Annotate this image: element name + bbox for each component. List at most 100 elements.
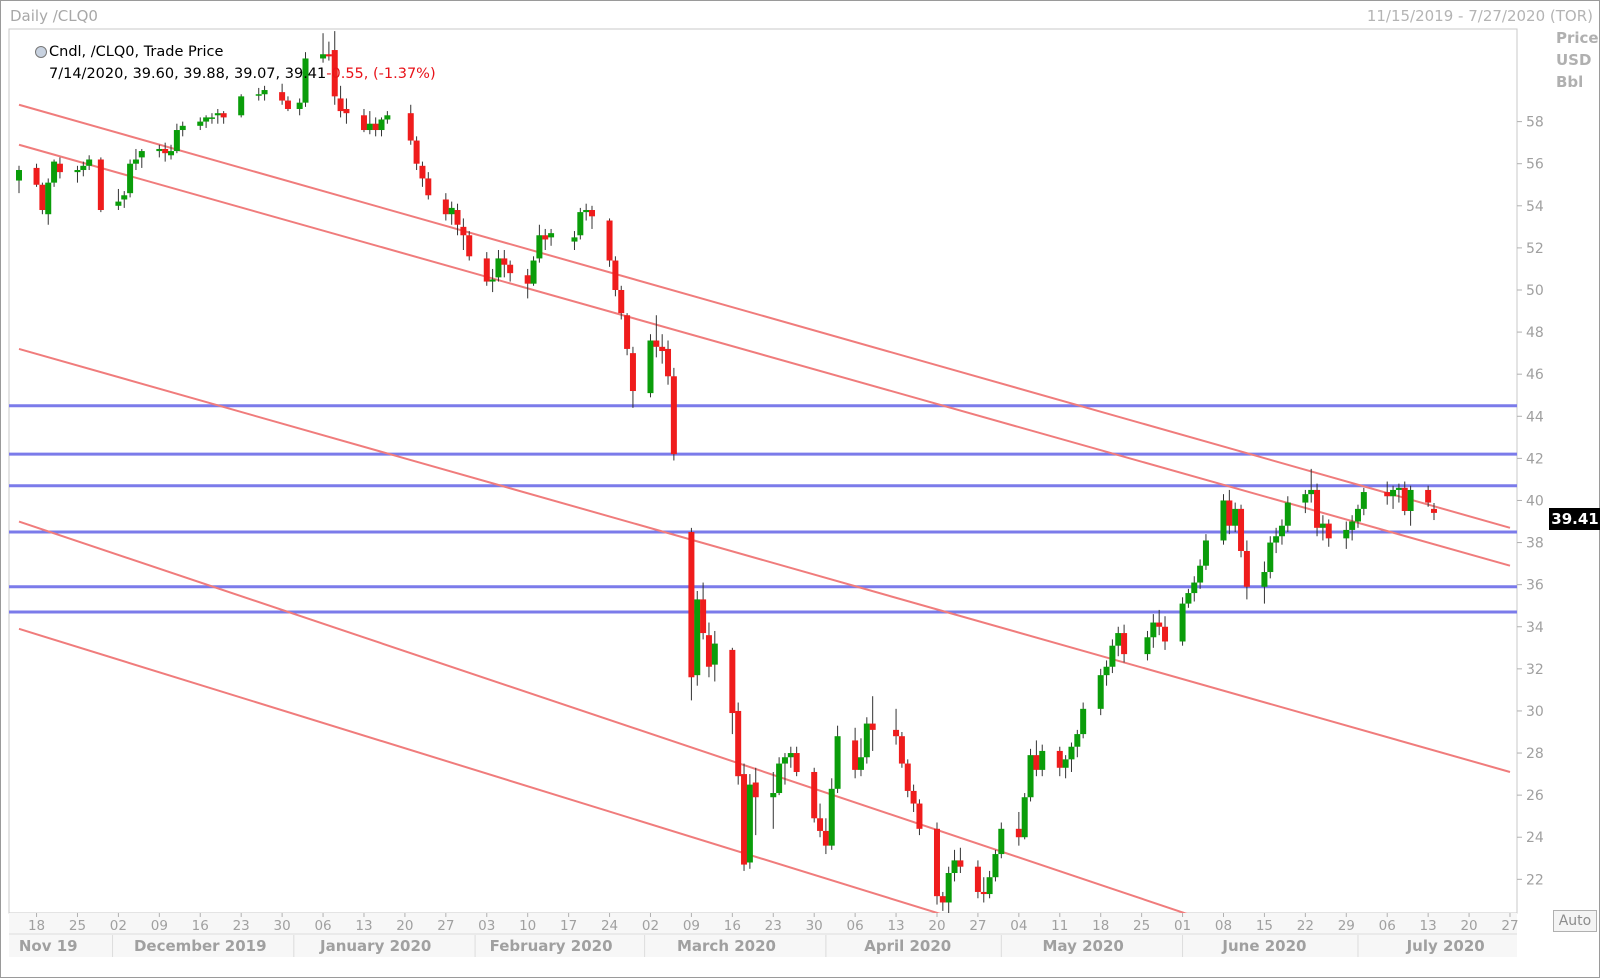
candle (179, 121, 186, 137)
candle-body (653, 340, 660, 347)
candle-body (384, 115, 391, 120)
candle (1150, 614, 1157, 648)
candle-body (1390, 489, 1397, 497)
candle (524, 268, 531, 299)
candle (1062, 755, 1069, 779)
auto-scale-button[interactable]: Auto (1553, 910, 1597, 932)
candle (1097, 668, 1104, 716)
candle-body (606, 220, 613, 261)
candle-body (1384, 492, 1391, 497)
candle-body (74, 170, 81, 173)
candle (904, 759, 911, 798)
y-tick-label: 24 (1526, 830, 1544, 846)
candle-body (980, 891, 987, 895)
candle-body (331, 50, 338, 97)
candle (197, 117, 204, 131)
candle-body (1354, 508, 1361, 522)
candle-body (1226, 500, 1233, 526)
candle (729, 647, 736, 735)
candle-body (787, 753, 794, 758)
candle (1027, 748, 1034, 802)
candle-body (214, 113, 221, 116)
candle-body (583, 210, 590, 213)
y-tick-label: 42 (1526, 451, 1544, 467)
candle-body (1179, 603, 1186, 642)
candle-body (442, 199, 449, 215)
y-tick-label: 22 (1526, 872, 1544, 888)
candle (1325, 519, 1332, 547)
candle-body (156, 148, 163, 152)
candle-body (629, 353, 636, 392)
plot-area (8, 28, 1518, 914)
candle-body (238, 96, 245, 116)
candle (1179, 597, 1186, 646)
candle (939, 891, 946, 911)
candle (781, 753, 788, 785)
y-tick-label: 58 (1526, 115, 1544, 131)
candle-body (1395, 487, 1402, 490)
candle-body (337, 98, 344, 112)
candle (1226, 489, 1233, 535)
candle-body (571, 237, 578, 242)
candle (852, 727, 859, 779)
x-day-label: 13 (1420, 918, 1437, 934)
candle-body (536, 235, 543, 259)
candle-body (1232, 508, 1239, 526)
candle-body (869, 723, 876, 730)
candle (168, 144, 175, 160)
candle-body (548, 233, 555, 238)
candle-body (33, 167, 40, 185)
candle (1425, 485, 1432, 507)
x-day-label: 18 (1092, 918, 1109, 934)
candle-body (524, 275, 531, 284)
candle-body (624, 315, 631, 349)
candle (284, 96, 291, 112)
candle (173, 123, 180, 154)
candle (220, 111, 227, 124)
chart-title: Daily /CLQ0 (10, 7, 98, 25)
legend-ohlc-values: 7/14/2020, 39.60, 39.88, 39.07, 39.41 (49, 66, 327, 82)
x-day-label: 27 (437, 918, 454, 934)
candle (1156, 609, 1163, 636)
legend-study-label: Cndl, /CLQ0, Trade Price (49, 44, 224, 60)
candle-body (1191, 582, 1198, 594)
candle (360, 108, 367, 133)
candle (115, 188, 122, 211)
candle-body (1243, 550, 1250, 587)
x-day-label: 16 (724, 918, 741, 934)
y-tick-label: 50 (1526, 283, 1544, 299)
candle-body (1021, 797, 1028, 838)
candle-body (618, 289, 625, 314)
legend-change-value: -0.55, (-1.37%) (326, 66, 436, 82)
candle-body (589, 210, 596, 217)
candle (1390, 485, 1397, 509)
candle (238, 94, 245, 118)
candle-body (1056, 750, 1063, 768)
x-month-label: Nov 19 (19, 937, 78, 955)
candle (296, 98, 303, 116)
candle-body (1121, 633, 1128, 655)
candle (869, 696, 876, 751)
candle (1243, 540, 1250, 600)
candle-body (127, 163, 134, 194)
candle-body (366, 123, 373, 131)
candle (1121, 624, 1128, 663)
x-day-label: 06 (314, 918, 331, 934)
candle-body (302, 58, 309, 103)
candle-body (863, 723, 870, 758)
candle-body (1343, 529, 1350, 539)
candle (489, 268, 496, 293)
candle (1360, 487, 1367, 516)
axis-unit-quantity: Bbl (1556, 73, 1584, 91)
study-settings-icon[interactable] (35, 46, 47, 58)
candle-body (454, 210, 461, 225)
candle-body (705, 635, 712, 667)
x-day-label: 08 (1215, 918, 1232, 934)
plot-layer (9, 31, 1517, 913)
y-tick-label: 28 (1526, 746, 1544, 762)
x-day-label: 03 (478, 918, 495, 934)
x-day-label: 04 (1010, 918, 1027, 934)
candle (1319, 515, 1326, 541)
